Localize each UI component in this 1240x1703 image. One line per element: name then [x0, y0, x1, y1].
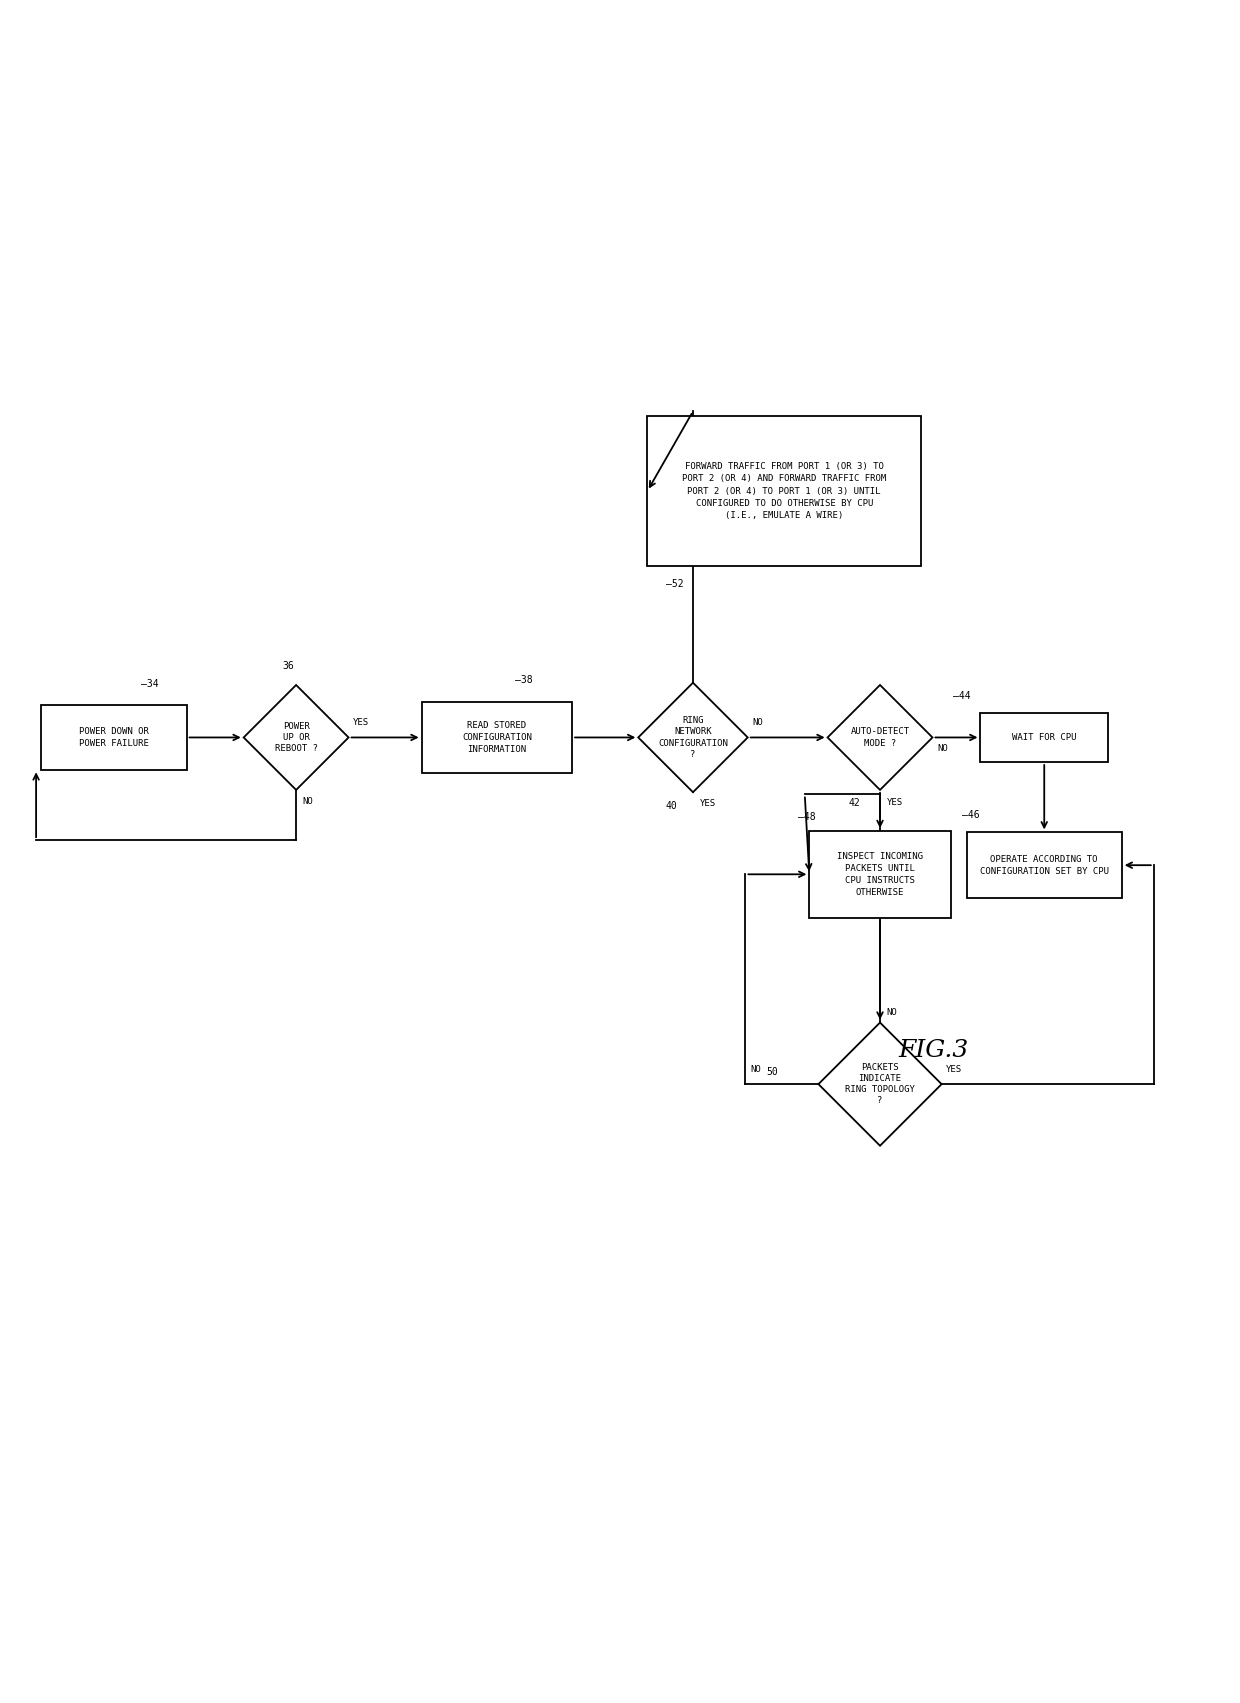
Text: —52: —52 [666, 579, 683, 589]
Text: INSPECT INCOMING
PACKETS UNTIL
CPU INSTRUCTS
OTHERWISE: INSPECT INCOMING PACKETS UNTIL CPU INSTR… [837, 852, 923, 897]
Text: NO: NO [753, 717, 763, 727]
Text: YES: YES [353, 717, 370, 727]
Polygon shape [827, 685, 932, 790]
Text: FIG.3: FIG.3 [898, 1039, 968, 1061]
FancyBboxPatch shape [647, 416, 921, 567]
Text: FORWARD TRAFFIC FROM PORT 1 (OR 3) TO
PORT 2 (OR 4) AND FORWARD TRAFFIC FROM
POR: FORWARD TRAFFIC FROM PORT 1 (OR 3) TO PO… [682, 462, 887, 519]
Polygon shape [818, 1022, 941, 1146]
Polygon shape [243, 685, 348, 790]
FancyBboxPatch shape [41, 705, 187, 770]
Polygon shape [639, 683, 748, 792]
Text: NO: NO [887, 1008, 898, 1017]
FancyBboxPatch shape [981, 714, 1109, 761]
Text: NO: NO [303, 797, 314, 806]
Text: POWER DOWN OR
POWER FAILURE: POWER DOWN OR POWER FAILURE [78, 727, 149, 748]
Text: READ STORED
CONFIGURATION
INFORMATION: READ STORED CONFIGURATION INFORMATION [461, 720, 532, 754]
Text: —46: —46 [962, 809, 980, 819]
Text: —38: —38 [515, 674, 533, 685]
Text: WAIT FOR CPU: WAIT FOR CPU [1012, 732, 1076, 743]
Text: RING
NETWORK
CONFIGURATION
?: RING NETWORK CONFIGURATION ? [658, 717, 728, 758]
Text: 50: 50 [766, 1068, 777, 1076]
FancyBboxPatch shape [810, 831, 951, 918]
Text: AUTO-DETECT
MODE ?: AUTO-DETECT MODE ? [851, 727, 910, 748]
Text: 42: 42 [848, 799, 859, 807]
Text: NO: NO [750, 1066, 761, 1075]
Text: YES: YES [946, 1066, 962, 1075]
Text: —34: —34 [141, 679, 159, 690]
Text: YES: YES [887, 799, 903, 807]
Text: PACKETS
INDICATE
RING TOPOLOGY
?: PACKETS INDICATE RING TOPOLOGY ? [846, 1063, 915, 1105]
Text: POWER
UP OR
REBOOT ?: POWER UP OR REBOOT ? [274, 722, 317, 753]
Text: 36: 36 [283, 661, 294, 671]
Text: 40: 40 [666, 800, 677, 811]
Text: —48: —48 [797, 812, 816, 821]
Text: NO: NO [937, 744, 947, 753]
Text: OPERATE ACCORDING TO
CONFIGURATION SET BY CPU: OPERATE ACCORDING TO CONFIGURATION SET B… [980, 855, 1109, 875]
Text: —44: —44 [954, 691, 971, 702]
Text: YES: YES [699, 799, 715, 807]
FancyBboxPatch shape [967, 833, 1122, 897]
FancyBboxPatch shape [422, 702, 572, 773]
